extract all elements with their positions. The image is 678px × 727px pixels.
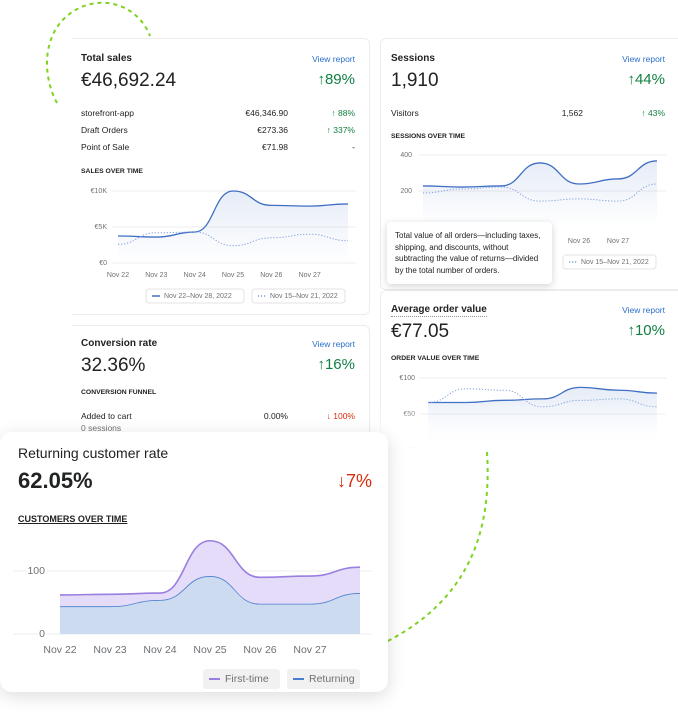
row-label: Draft Orders — [81, 125, 128, 135]
metric-change: ↑89% — [317, 71, 355, 88]
x-tick-label: Nov 23 — [145, 272, 167, 279]
card: Average order value View report €77.05 ↑10%… — [380, 290, 678, 455]
legend-box — [562, 254, 657, 270]
row-label: storefront-app — [81, 108, 134, 118]
row-value: 1,562 — [561, 108, 583, 118]
row-note: 0 sessions — [81, 423, 122, 433]
card-title: Average order value — [391, 304, 487, 317]
line — [117, 190, 349, 238]
card-title: Conversion rate — [81, 338, 158, 349]
x-tick-label: Nov 24 — [184, 272, 206, 279]
card-title: Sessions — [391, 53, 435, 64]
y-tick-label: €5K — [95, 224, 108, 231]
area-fill — [118, 191, 348, 263]
view-report-link[interactable]: View report — [312, 339, 355, 349]
row-change: ↑ 43% — [641, 108, 665, 118]
x-tick-label: Nov 22 — [107, 272, 129, 279]
row-change: - — [352, 142, 355, 152]
legend-label: First-time — [225, 673, 269, 685]
view-report-link[interactable]: View report — [622, 305, 665, 315]
row-value: 0.00% — [263, 411, 288, 421]
y-tick-label: 200 — [400, 188, 412, 195]
row-label: Point of Sale — [81, 142, 130, 152]
view-report-link[interactable]: View report — [312, 54, 355, 64]
row-value: €273.36 — [257, 125, 288, 135]
x-tick-label: Nov 22 — [43, 644, 76, 656]
row-value: €71.98 — [262, 142, 288, 152]
metric-value: 32.36% — [81, 355, 146, 376]
row-change: ↑ 337% — [326, 125, 355, 135]
legend-box — [287, 669, 360, 689]
x-tick-label: Nov 24 — [143, 644, 176, 656]
x-tick-label: Nov 25 — [222, 272, 244, 279]
metric-change: ↑16% — [317, 356, 355, 373]
line — [422, 160, 658, 188]
view-report-link[interactable]: View report — [622, 54, 665, 64]
area-fill — [428, 387, 657, 450]
legend-box — [145, 288, 245, 304]
dashed-curve — [46, 1, 151, 104]
metric-value: €77.05 — [391, 321, 450, 342]
x-tick-label: Nov 27 — [299, 272, 321, 279]
chart-title: SALES OVER TIME — [81, 168, 143, 175]
y-tick-label: €100 — [399, 375, 415, 382]
line — [428, 386, 658, 404]
chart-title: SESSIONS OVER TIME — [391, 133, 466, 140]
card: Returning customer rate 62.05% ↓7% CUSTOMER… — [0, 432, 388, 692]
y-tick-label: 0 — [39, 628, 45, 640]
legend-label: Nov 15–Nov 21, 2022 — [270, 293, 338, 300]
legend-label: Returning — [309, 673, 355, 685]
row-value: €46,346.90 — [245, 108, 288, 118]
card: Conversion rate View report 32.36% ↑16% CONV… — [72, 325, 370, 443]
chart-title: CUSTOMERS OVER TIME — [18, 514, 128, 524]
line — [422, 183, 658, 202]
x-tick-label: Nov 26 — [260, 272, 282, 279]
y-tick-label: €0 — [99, 260, 107, 267]
area-line — [59, 539, 361, 596]
x-tick-label: Nov 27 — [607, 238, 629, 245]
card-title: Returning customer rate — [18, 445, 169, 461]
legend-box — [203, 669, 280, 689]
x-tick-label: Nov 26 — [568, 238, 590, 245]
row-label: Added to cart — [81, 411, 132, 421]
y-tick-label: 100 — [27, 565, 45, 577]
x-tick-label: Nov 23 — [93, 644, 126, 656]
line — [117, 231, 349, 247]
row-change: ↑ 88% — [331, 108, 355, 118]
card-title: Total sales — [81, 53, 132, 64]
area — [60, 540, 360, 607]
legend-box — [251, 288, 346, 304]
chart-title: ORDER VALUE OVER TIME — [391, 355, 480, 362]
metric-change: ↑44% — [627, 71, 665, 88]
row-change: ↓ 100% — [326, 411, 355, 421]
row-label: Visitors — [391, 108, 419, 118]
x-tick-label: Nov 25 — [193, 644, 226, 656]
legend-label: Nov 22–Nov 28, 2022 — [164, 293, 232, 300]
y-tick-label: 400 — [400, 152, 412, 159]
tooltip: Total value of all orders—including taxe… — [387, 222, 552, 284]
x-tick-label: Nov 26 — [243, 644, 276, 656]
metric-value: 62.05% — [18, 468, 93, 493]
metric-value: 1,910 — [391, 70, 439, 91]
area — [60, 576, 360, 634]
card: Total sales View report €46,692.24 ↑89% stor… — [72, 38, 370, 315]
x-tick-label: Nov 27 — [293, 644, 326, 656]
y-tick-label: €50 — [403, 411, 415, 418]
metric-change: ↓7% — [336, 471, 372, 491]
legend-label: Nov 15–Nov 21, 2022 — [581, 259, 649, 266]
section-title: CONVERSION FUNNEL — [81, 389, 157, 396]
y-tick-label: €10K — [91, 188, 108, 195]
metric-value: €46,692.24 — [81, 70, 177, 91]
metric-change: ↑10% — [627, 322, 665, 339]
area-fill — [423, 160, 657, 227]
